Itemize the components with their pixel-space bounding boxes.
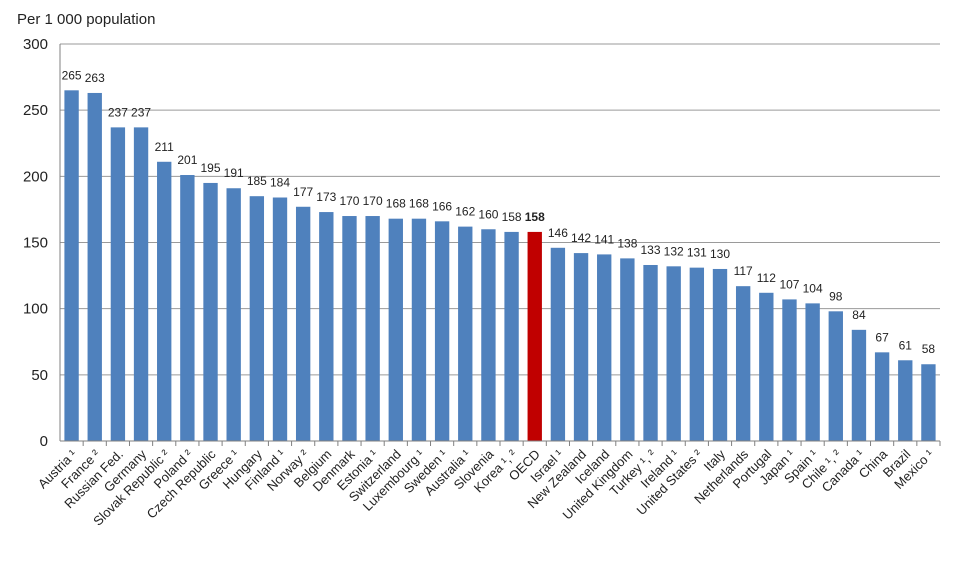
data-label: 173 xyxy=(316,190,336,204)
data-label: 112 xyxy=(757,271,776,285)
bar xyxy=(226,188,241,441)
bar xyxy=(782,299,797,441)
bar xyxy=(689,267,705,441)
data-label: 133 xyxy=(641,243,661,257)
bar xyxy=(828,311,843,441)
bar xyxy=(64,90,79,442)
bar xyxy=(365,216,380,441)
y-axis-ticks: 0 50 100 150 200 250 300 xyxy=(23,36,48,450)
bar xyxy=(110,127,126,442)
data-label: 84 xyxy=(852,308,866,322)
data-label: 263 xyxy=(85,71,105,85)
y-tick-label: 0 xyxy=(40,433,48,450)
data-label: 58 xyxy=(922,342,936,356)
y-tick-label: 250 xyxy=(23,102,48,119)
y-tick-label: 200 xyxy=(23,168,48,185)
y-axis-label: Per 1 000 population xyxy=(17,11,155,28)
bar xyxy=(504,231,519,441)
bar xyxy=(203,182,218,441)
data-label: 201 xyxy=(177,153,197,167)
bar xyxy=(550,247,566,441)
bar-highlight xyxy=(527,231,542,441)
bar xyxy=(874,352,890,441)
bar xyxy=(157,161,172,441)
bar xyxy=(620,258,635,441)
data-label: 160 xyxy=(478,207,498,221)
data-label: 168 xyxy=(386,197,406,211)
bar xyxy=(388,218,403,441)
data-label: 131 xyxy=(687,246,707,260)
data-label: 195 xyxy=(201,161,221,175)
bar xyxy=(411,218,427,441)
data-label: 211 xyxy=(155,140,174,154)
y-tick-label: 300 xyxy=(23,36,48,53)
data-label: 130 xyxy=(710,247,730,261)
data-label: 104 xyxy=(803,281,823,295)
y-tick-label: 100 xyxy=(23,301,48,318)
bar xyxy=(805,303,820,441)
bar xyxy=(295,206,311,441)
data-label: 166 xyxy=(432,199,452,213)
data-label: 67 xyxy=(875,330,889,344)
data-label: 107 xyxy=(779,277,799,291)
data-label: 237 xyxy=(108,105,128,119)
bar xyxy=(921,364,936,441)
data-label: 142 xyxy=(571,231,591,245)
data-label: 146 xyxy=(548,226,568,240)
y-tick-label: 150 xyxy=(23,235,48,252)
data-label: 184 xyxy=(270,176,290,190)
bar xyxy=(481,229,496,441)
bar xyxy=(759,292,774,441)
bar xyxy=(458,226,473,441)
data-label: 138 xyxy=(617,236,637,250)
bar xyxy=(87,92,102,442)
data-label: 170 xyxy=(363,194,383,208)
data-label: 162 xyxy=(455,205,475,219)
data-label: 158 xyxy=(525,210,545,224)
bars xyxy=(64,90,936,442)
data-label: 98 xyxy=(829,289,843,303)
bar xyxy=(597,254,612,441)
bar xyxy=(573,253,589,441)
data-label: 170 xyxy=(339,194,359,208)
data-label: 168 xyxy=(409,197,429,211)
bar xyxy=(643,264,658,441)
bar xyxy=(666,266,681,441)
bar xyxy=(133,127,149,442)
bar xyxy=(898,360,913,441)
data-label: 132 xyxy=(664,244,684,258)
bar xyxy=(851,329,867,441)
bar xyxy=(180,175,195,441)
bar xyxy=(434,221,450,441)
bar xyxy=(342,216,357,441)
bar xyxy=(249,196,265,441)
bar xyxy=(735,286,751,441)
data-label: 117 xyxy=(734,264,753,278)
data-label: 61 xyxy=(899,338,913,352)
bar xyxy=(319,212,334,441)
bar xyxy=(272,197,288,441)
data-label: 185 xyxy=(247,174,267,188)
data-label: 141 xyxy=(594,232,614,246)
y-tick-label: 50 xyxy=(31,367,48,384)
data-label: 177 xyxy=(293,185,313,199)
data-label: 191 xyxy=(224,166,244,180)
data-label: 237 xyxy=(131,105,151,119)
data-label: 158 xyxy=(502,210,522,224)
bar xyxy=(712,268,728,441)
data-label: 265 xyxy=(62,68,82,82)
